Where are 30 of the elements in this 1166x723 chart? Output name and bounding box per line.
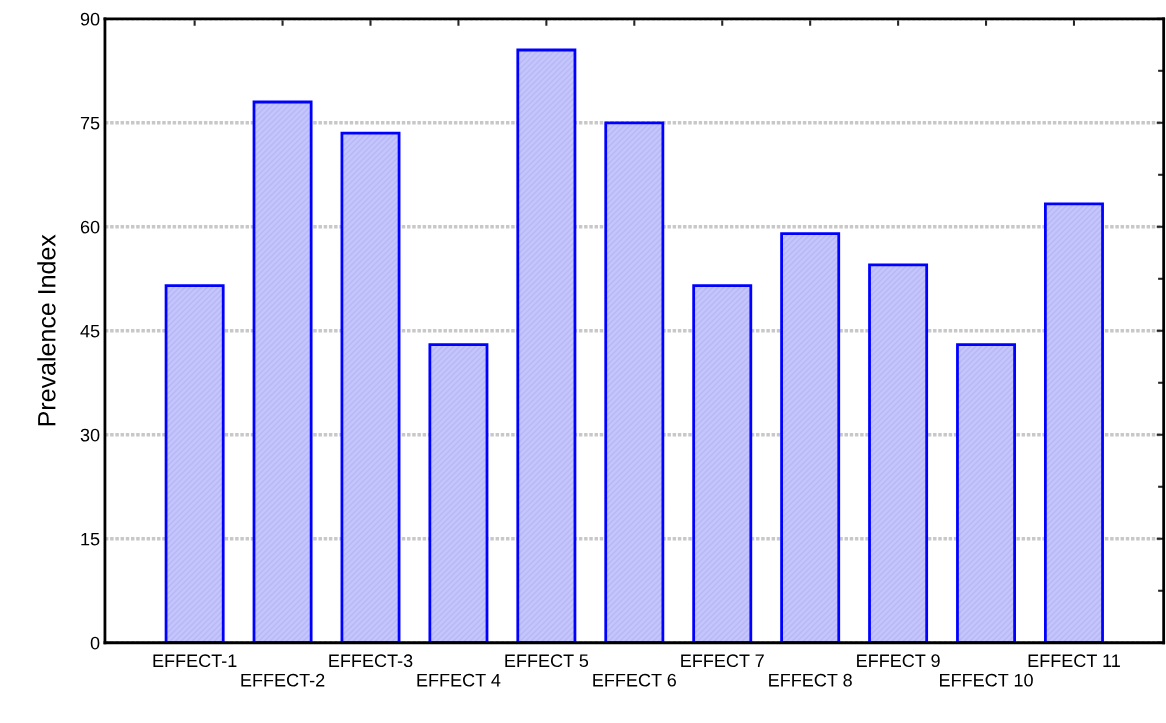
x-tick-label: EFFECT 11 <box>1028 654 1120 668</box>
bar <box>868 263 929 643</box>
y-tick-label: 60 <box>80 220 100 234</box>
bar <box>516 48 577 643</box>
y-tick-label: 90 <box>80 12 100 26</box>
bar <box>164 284 225 643</box>
bar <box>428 343 489 643</box>
x-tick-label: EFFECT-3 <box>329 654 413 668</box>
x-tick-label: EFFECT 8 <box>769 673 852 687</box>
x-tick-label: EFFECT 9 <box>857 654 940 668</box>
bar <box>340 131 401 643</box>
y-tick-label: 15 <box>81 532 100 546</box>
bar <box>956 343 1017 643</box>
y-tick-label: 75 <box>80 116 100 130</box>
y-tick-label: 30 <box>80 428 100 442</box>
bar <box>1044 202 1104 643</box>
bar <box>780 232 841 643</box>
y-axis-title: Prevalence Index <box>37 234 56 426</box>
x-tick-label: EFFECT 10 <box>940 673 1033 687</box>
x-tick-label: EFFECT 7 <box>681 654 764 668</box>
y-tick-label: 0 <box>90 636 100 650</box>
x-tick-label: EFFECT 6 <box>593 673 676 687</box>
x-tick-label: EFFECT 4 <box>417 673 501 687</box>
y-tick-label: 45 <box>80 324 100 338</box>
bar <box>692 284 753 643</box>
bar <box>604 121 665 643</box>
x-tick-label: EFFECT 5 <box>505 654 589 668</box>
bar <box>252 100 313 643</box>
x-tick-label: EFFECT-2 <box>241 673 325 687</box>
x-tick-label: EFFECT-1 <box>153 654 237 668</box>
